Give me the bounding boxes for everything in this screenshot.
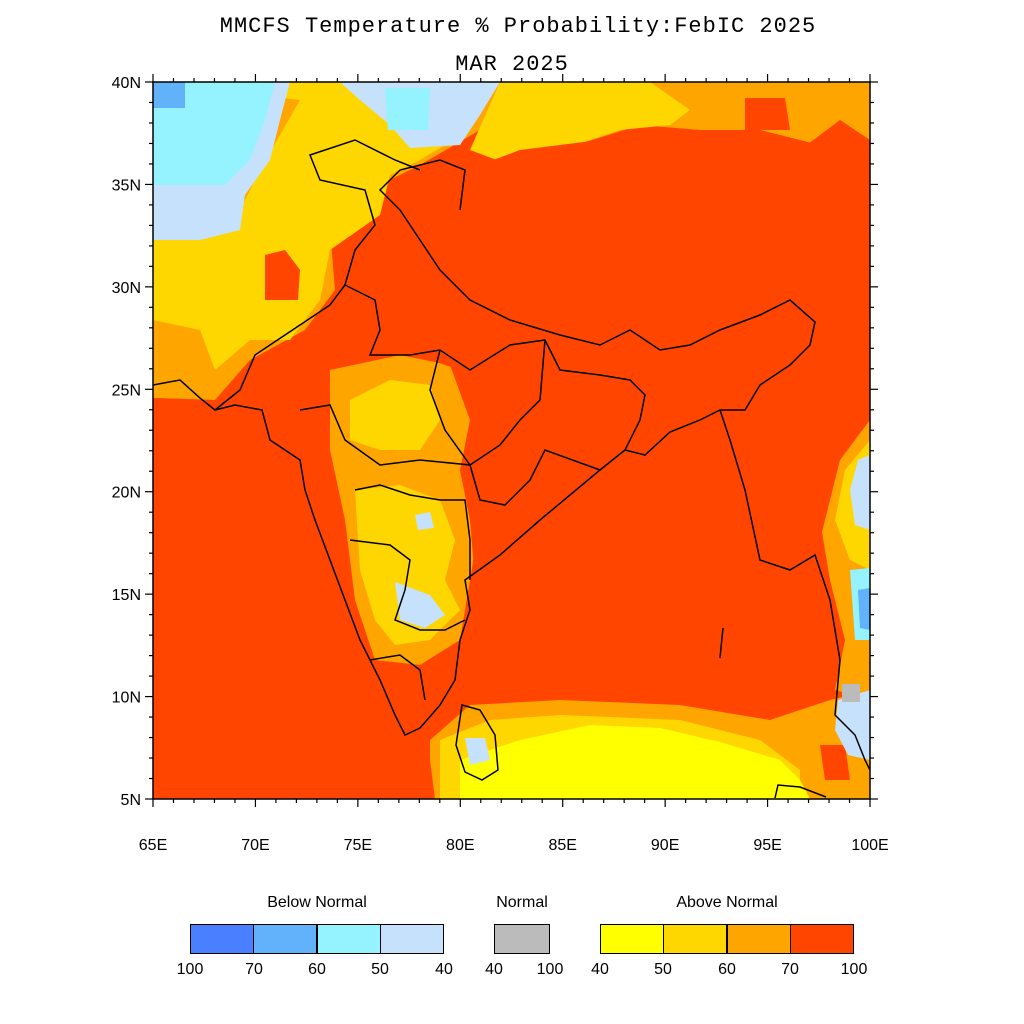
legend-normal-swatch (494, 924, 550, 954)
lat-tick-label: 25N (112, 382, 141, 399)
lon-tick-label: 70E (241, 837, 269, 854)
legend-normal-label-2: 100 (536, 961, 564, 978)
india-west-coast (153, 159, 816, 736)
lon-tick-label: 100E (851, 837, 888, 854)
legend-above-swatch-3 (727, 924, 791, 954)
legend-below-label-3: 60 (308, 961, 326, 978)
legend-below-label-4: 50 (371, 961, 389, 978)
legend-below-title: Below Normal (267, 894, 367, 911)
region-below-40-50-deccan (415, 512, 434, 530)
region-below-40-50-southeast (835, 690, 870, 760)
region-above-70-100-pocket-northeast (745, 98, 790, 130)
legend-normal-title: Normal (496, 894, 548, 911)
lat-tick-label: 15N (112, 587, 141, 604)
region-below-40-50-srilanka (465, 738, 490, 765)
lat-tick-label: 5N (121, 792, 141, 809)
legend-above-label-3: 60 (718, 961, 736, 978)
legend-above-label-2: 50 (654, 961, 672, 978)
lon-tick-label: 65E (139, 837, 167, 854)
sumatra-coast (774, 784, 827, 799)
lon-tick-label: 75E (344, 837, 372, 854)
lat-tick-label: 35N (112, 177, 141, 194)
region-above-70-100-pocket-northwest (265, 250, 300, 300)
region-below-60-70-east (858, 588, 870, 630)
region-above-50-60-northwest (153, 82, 500, 370)
map-title: MMCFS Temperature % Probability:FebIC 20… (219, 14, 817, 39)
region-above-70-100-arabian-sea (153, 398, 435, 799)
lon-tick-label: 85E (548, 837, 576, 854)
andaman-islands (719, 627, 724, 659)
region-below-50-60-north (385, 88, 430, 130)
india-northwest-border (214, 139, 421, 411)
myanmar-coast (719, 409, 870, 771)
legend-below-label-5: 40 (435, 961, 453, 978)
legend-above-label-1: 40 (591, 961, 609, 978)
legend-below-swatch-4 (380, 924, 444, 954)
region-below-40-50-south (395, 582, 445, 628)
region-above-50-60-central (350, 380, 440, 450)
probability-regions (153, 82, 870, 799)
sri-lanka (455, 704, 499, 781)
legend-above-swatch-2 (663, 924, 727, 954)
legend-above-swatch-1 (600, 924, 664, 954)
lat-tick-label: 10N (112, 690, 141, 707)
legend-below-swatch-2 (253, 924, 317, 954)
state-lines-north (344, 284, 646, 467)
legend-above-title: Above Normal (676, 894, 778, 911)
region-above-50-60-north (470, 82, 690, 165)
legend-below-label-2: 70 (245, 961, 263, 978)
boundaries (153, 139, 870, 799)
plot-frame (152, 81, 871, 800)
region-below-40-50-east (850, 455, 870, 530)
region-above-40-50-sea (460, 725, 810, 799)
legend-below-swatch-1 (190, 924, 254, 954)
lon-tick-label: 90E (651, 837, 679, 854)
region-above-70-100-north-plateau (360, 120, 870, 700)
state-lines-south (299, 404, 601, 701)
region-below-60-70-northwest (153, 82, 185, 108)
legend-above-swatch-4 (790, 924, 854, 954)
legend-above-label-4: 70 (781, 961, 799, 978)
region-normal-southeast (842, 684, 860, 702)
map-subtitle: MAR 2025 (455, 52, 569, 77)
lat-tick-label: 30N (112, 280, 141, 297)
lon-tick-label: 95E (753, 837, 781, 854)
lon-tick-label: 80E (446, 837, 474, 854)
legend-above-label-5: 100 (840, 961, 868, 978)
region-above-70-100-pocket-southeast (820, 745, 850, 780)
lat-tick-label: 40N (112, 75, 141, 92)
legend-below-swatch-3 (317, 924, 381, 954)
legend-normal-label-1: 40 (485, 961, 503, 978)
axis-ticks: 5N 10N 15N 20N 25N 30N 35N 40N 65E 70E 75E 80E 85E 90… (112, 74, 889, 854)
lat-tick-label: 20N (112, 485, 141, 502)
legend-below-label-1: 100 (176, 961, 204, 978)
